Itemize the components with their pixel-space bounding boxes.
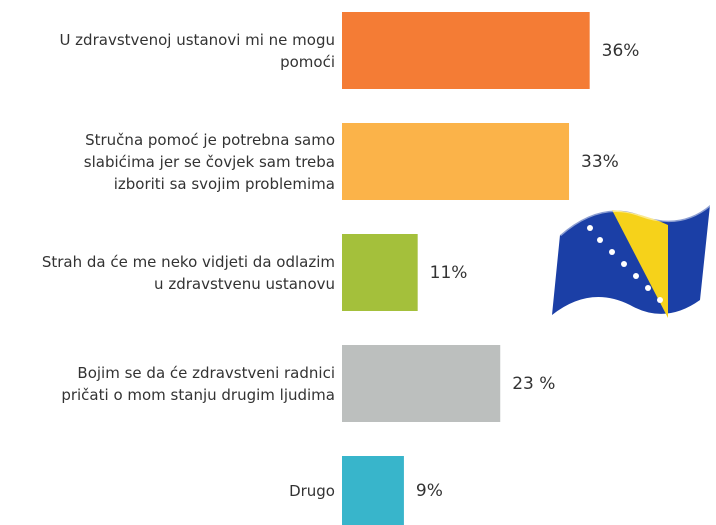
bar	[342, 456, 404, 525]
value-label: 23 %	[512, 373, 556, 394]
bar	[342, 123, 570, 200]
value-label: 11%	[429, 262, 468, 283]
category-label: Stručna pomoć je potrebna samo slabićima…	[83, 130, 335, 193]
category-label: Drugo	[289, 481, 335, 500]
category-label: Bojim se da će zdravstveni radnici priča…	[61, 363, 335, 404]
flag-icon	[552, 203, 711, 318]
value-label: 33%	[581, 151, 619, 172]
bar	[342, 345, 501, 422]
value-label: 9%	[415, 480, 443, 501]
category-label: U zdravstvenoj ustanovi mi ne mogu pomoć…	[59, 30, 335, 71]
category-label: Strah da će me neko vidjeti da odlazim u…	[41, 252, 335, 293]
bar	[342, 234, 418, 311]
bar	[342, 12, 590, 89]
value-label: 36%	[601, 40, 640, 61]
